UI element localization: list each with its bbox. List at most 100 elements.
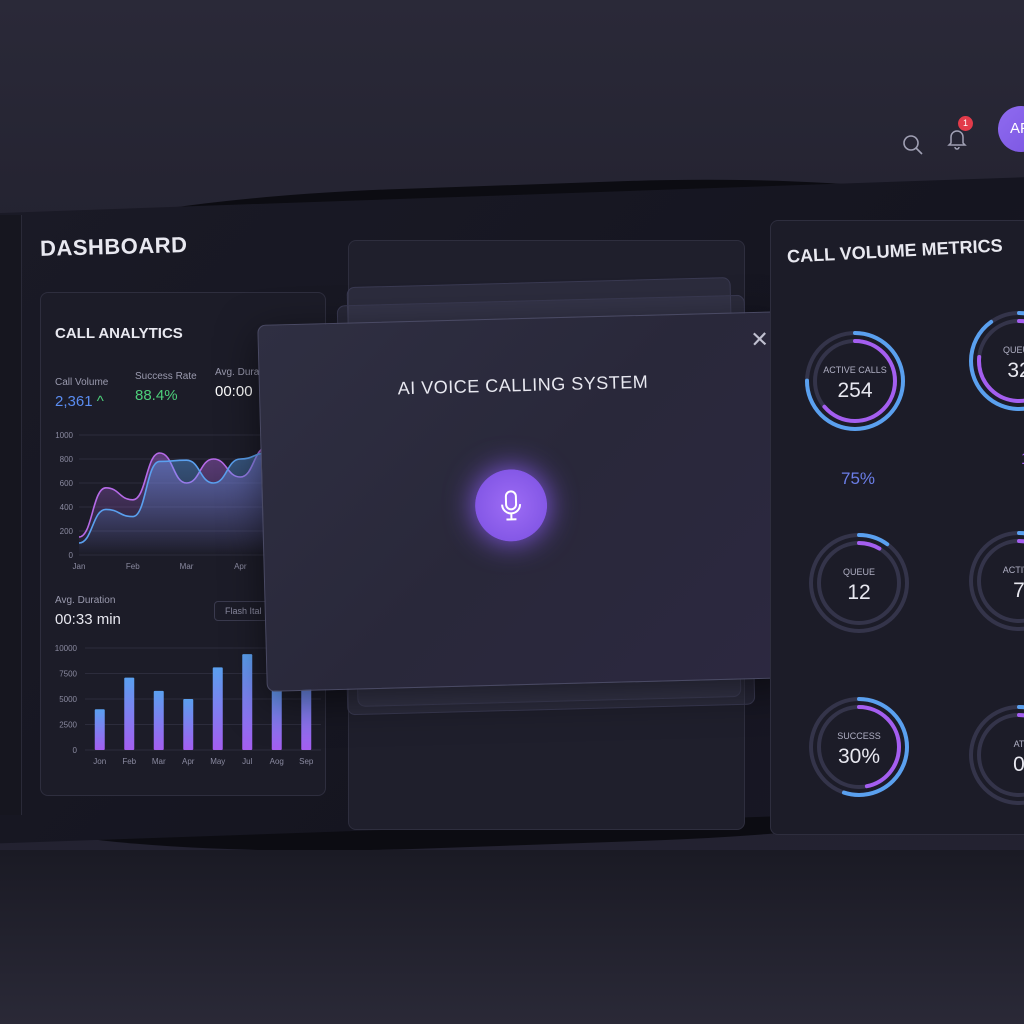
waveform-bar bbox=[739, 470, 743, 537]
waveform-bar bbox=[319, 470, 324, 559]
x-tick-label: Mar bbox=[152, 757, 166, 766]
waveform-bar bbox=[407, 484, 411, 540]
waveform-bar bbox=[722, 468, 726, 540]
x-tick-label: Jul bbox=[242, 757, 252, 766]
avg-duration-label: Avg. Duration bbox=[55, 595, 116, 606]
close-icon[interactable]: ✕ bbox=[750, 326, 770, 353]
bar bbox=[271, 683, 282, 750]
notification-badge: 1 bbox=[958, 116, 973, 131]
waveform-bar bbox=[617, 464, 622, 550]
x-tick-label: Jon bbox=[93, 757, 106, 766]
waveform-bar bbox=[638, 473, 642, 539]
bar bbox=[212, 667, 223, 750]
gauge-label: ACTIVE bbox=[1002, 565, 1024, 575]
gauge-fill bbox=[809, 533, 909, 633]
waveform-bar bbox=[399, 490, 403, 534]
stat-label: Avg. Duration bbox=[215, 367, 276, 378]
gauge-success: SUCCESS 30% bbox=[807, 695, 911, 799]
bar bbox=[94, 709, 105, 750]
waveform-bar bbox=[671, 457, 676, 554]
waveform-bar bbox=[433, 491, 436, 532]
gauge-fill bbox=[813, 339, 897, 423]
y-tick-label: 5000 bbox=[59, 695, 77, 704]
waveform-bar bbox=[571, 490, 575, 526]
waveform-bar bbox=[621, 461, 626, 552]
gauge-ring bbox=[969, 311, 1024, 411]
gauge-at: AT 0 bbox=[967, 703, 1024, 807]
avg-duration-value: 00:33 min bbox=[55, 611, 121, 628]
waveform-bar bbox=[760, 489, 764, 516]
gauge-value: 0 bbox=[1013, 753, 1024, 776]
bar bbox=[153, 690, 164, 750]
waveform-bar bbox=[684, 480, 688, 529]
gauge-ring bbox=[809, 533, 909, 633]
stat-call-volume: Call Volume 2,361 ^ bbox=[55, 377, 108, 410]
waveform-bar bbox=[377, 459, 383, 567]
bar bbox=[183, 699, 194, 750]
stat-label: Success Rate bbox=[135, 371, 197, 382]
waveform-bar bbox=[748, 490, 751, 516]
gauge-label: QUEUE bbox=[1002, 345, 1024, 355]
waveform-bar bbox=[394, 474, 399, 551]
y-tick-label: 0 bbox=[73, 746, 78, 755]
waveform-bar bbox=[583, 475, 588, 540]
gauge-queue: QUEUE 32 bbox=[967, 309, 1024, 413]
gauge-value: 30% bbox=[837, 745, 881, 768]
waveform-bar bbox=[381, 436, 387, 589]
x-tick-label: Aog bbox=[270, 757, 284, 766]
gauge-value: 254 bbox=[837, 379, 873, 402]
waveform-bar bbox=[696, 446, 702, 563]
waveform-bar bbox=[647, 486, 650, 525]
waveform-bar bbox=[730, 473, 735, 534]
waveform-bar bbox=[592, 474, 596, 540]
waveform-bar bbox=[323, 473, 328, 555]
waveform-bar bbox=[628, 433, 635, 580]
waveform-bar bbox=[411, 462, 416, 562]
gauge-percent: 75% bbox=[841, 469, 876, 488]
waveform-bar bbox=[315, 482, 319, 547]
waveform-bar bbox=[419, 464, 424, 559]
waveform-bar bbox=[290, 499, 293, 531]
y-tick-label: 400 bbox=[60, 503, 74, 512]
waveform-bar bbox=[709, 470, 714, 538]
waveform-bar bbox=[676, 470, 680, 540]
waveform-bar bbox=[604, 477, 609, 537]
waveform-bar bbox=[714, 491, 717, 518]
waveform-bar bbox=[680, 494, 684, 516]
waveform-bar bbox=[390, 465, 395, 560]
x-tick-label: Apr bbox=[182, 757, 195, 766]
waveform-bar bbox=[327, 491, 331, 537]
waveform-bar bbox=[596, 460, 601, 555]
microphone-button[interactable] bbox=[474, 468, 549, 543]
waveform-bar bbox=[633, 446, 639, 566]
search-icon[interactable] bbox=[902, 134, 924, 156]
waveform-bar bbox=[445, 486, 449, 536]
waveform-bar bbox=[613, 483, 617, 530]
gauge-value: 7 bbox=[1013, 579, 1024, 602]
gauge-fill bbox=[969, 531, 1024, 631]
stat-label: Call Volume bbox=[55, 377, 109, 388]
waveform-bar bbox=[752, 490, 755, 516]
waveform-bar bbox=[373, 467, 378, 559]
gauge-fill bbox=[805, 331, 905, 431]
waveform-bar bbox=[662, 428, 669, 583]
bell-icon[interactable] bbox=[946, 128, 968, 150]
stat-success-rate: Success Rate 88.4% bbox=[135, 371, 197, 404]
y-tick-label: 200 bbox=[60, 527, 74, 536]
ai-voice-modal: AI VOICE CALLING SYSTEM ✕ bbox=[257, 311, 795, 692]
waveform-bar bbox=[600, 461, 605, 553]
y-tick-label: 10000 bbox=[55, 644, 78, 653]
waveform-bar bbox=[563, 490, 566, 526]
gauge-percent: 10 bbox=[1021, 449, 1024, 469]
waveform-bar bbox=[667, 451, 672, 559]
waveform-bar bbox=[294, 501, 298, 529]
gauge-label: ACTIVE CALLS bbox=[823, 365, 887, 375]
waveform-bar bbox=[567, 486, 571, 529]
trend-up-icon: ^ bbox=[96, 393, 104, 410]
gauge-active: ACTIVE 7 bbox=[967, 529, 1024, 633]
waveform-bar bbox=[369, 481, 374, 545]
waveform-bar bbox=[580, 489, 583, 526]
waveform-bar bbox=[764, 491, 768, 515]
waveform-bar bbox=[286, 502, 289, 528]
waveform-bar bbox=[705, 454, 710, 555]
